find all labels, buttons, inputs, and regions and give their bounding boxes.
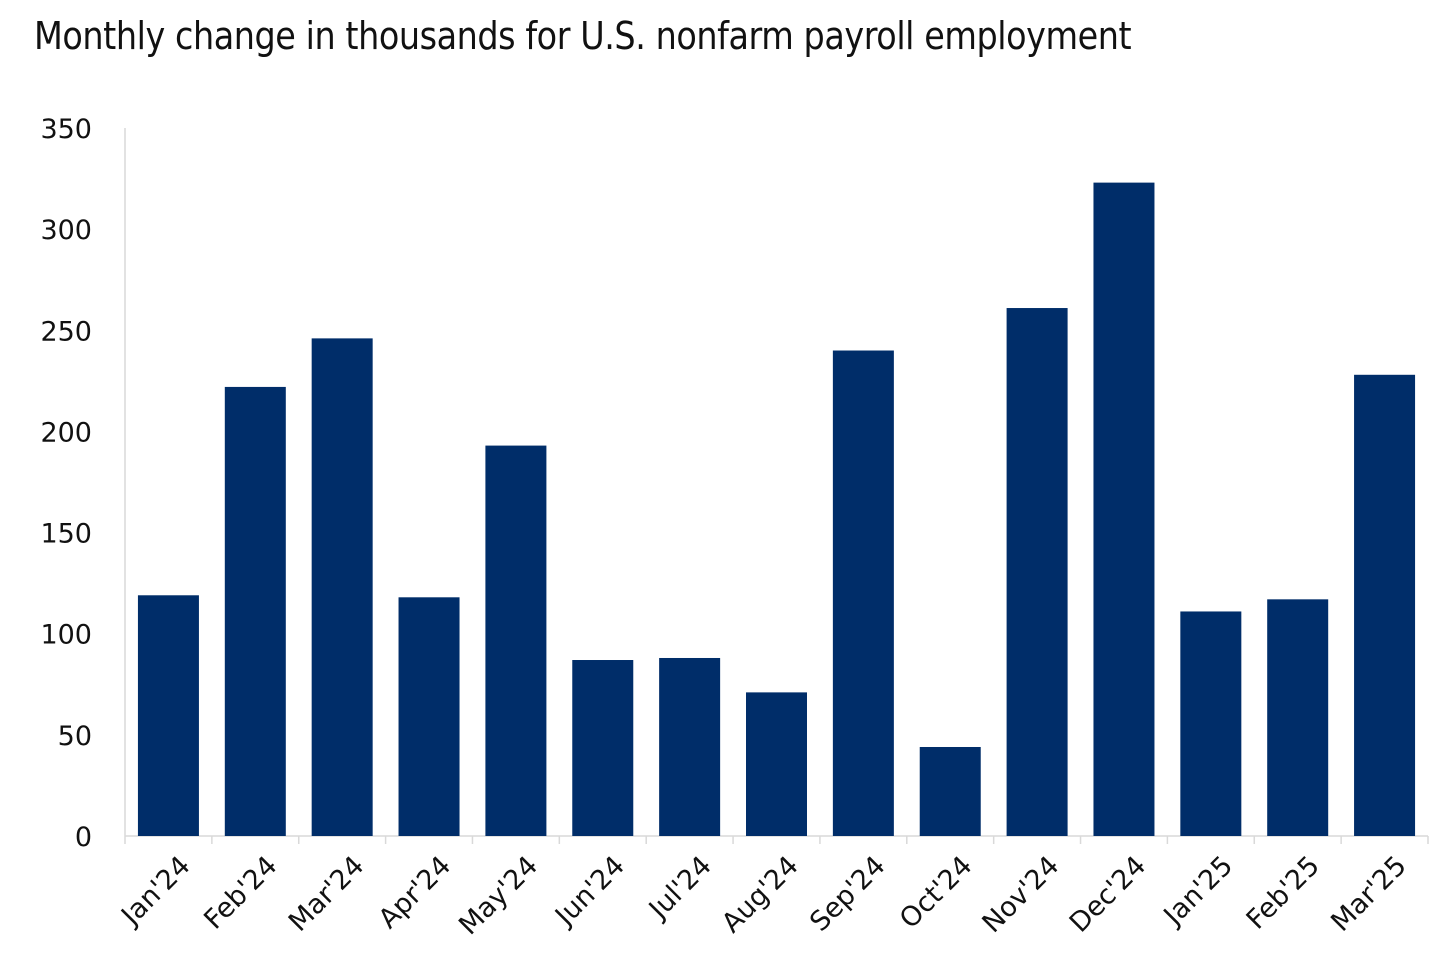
x-tick-label: Jul'24	[642, 850, 718, 926]
x-tick-label: Jan'24	[114, 850, 196, 932]
bar-Apr'24	[398, 597, 460, 836]
x-tick-label: Mar'25	[1325, 850, 1412, 937]
x-tick-label: May'24	[453, 850, 544, 941]
y-tick-label: 0	[75, 822, 92, 853]
y-tick-label: 250	[40, 316, 92, 347]
bar-Nov'24	[1006, 308, 1068, 836]
y-tick-label: 350	[40, 114, 92, 145]
x-tick-label: Jun'24	[548, 850, 631, 933]
x-tick-label: Feb'25	[1241, 850, 1326, 935]
bar-Jul'24	[659, 657, 721, 836]
bar-Mar'25	[1354, 374, 1416, 836]
y-tick-label: 300	[40, 215, 92, 246]
bar-Jan'25	[1180, 611, 1242, 836]
x-tick-label: Oct'24	[894, 850, 978, 934]
x-tick-label: Apr'24	[373, 850, 457, 934]
y-tick-label: 50	[58, 721, 92, 752]
bar-Sep'24	[832, 350, 894, 836]
y-tick-label: 150	[40, 519, 92, 550]
x-tick-label: Mar'24	[283, 850, 370, 937]
chart-title: Monthly change in thousands for U.S. non…	[34, 14, 1132, 58]
bar-Jun'24	[572, 660, 634, 836]
bar-Mar'24	[311, 338, 373, 836]
bar-Jan'24	[137, 595, 199, 836]
bar-Feb'24	[224, 386, 286, 836]
x-tick-label: Nov'24	[977, 850, 1066, 939]
x-tick-label: Aug'24	[716, 850, 805, 939]
bar-Feb'25	[1267, 599, 1329, 836]
bar-Aug'24	[746, 692, 807, 836]
bar-May'24	[485, 445, 547, 836]
bar-Oct'24	[919, 746, 981, 836]
x-tick-label: Sep'24	[804, 850, 891, 937]
x-tick-label: Jan'25	[1157, 850, 1239, 932]
x-tick-label: Feb'24	[198, 850, 283, 935]
y-tick-label: 100	[40, 620, 92, 651]
x-tick-label: Dec'24	[1064, 850, 1152, 938]
bar-Dec'24	[1093, 182, 1155, 837]
y-tick-label: 200	[40, 417, 92, 448]
